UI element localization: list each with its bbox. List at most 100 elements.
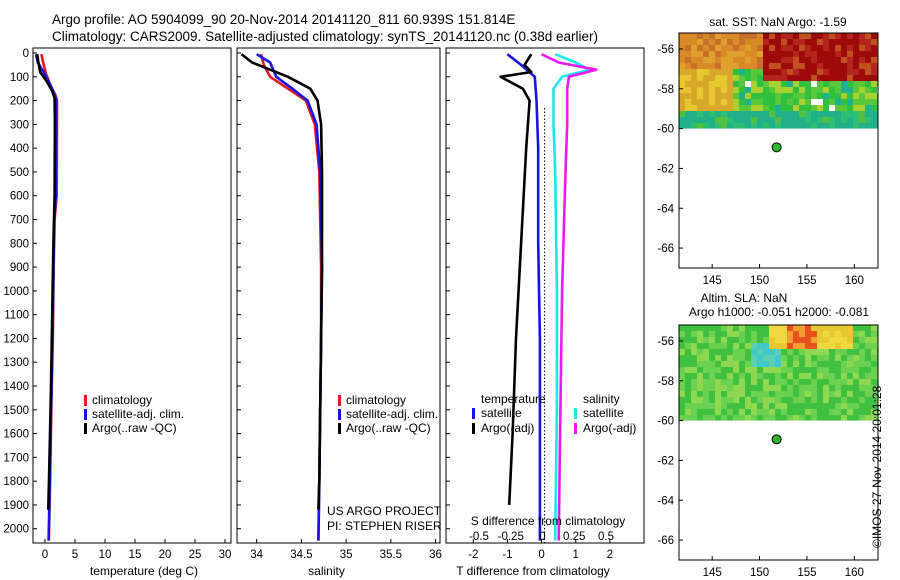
map-cell	[841, 361, 847, 367]
map-cell	[763, 367, 769, 373]
map-cell	[811, 373, 817, 379]
map-cell	[817, 45, 823, 51]
map-cell	[859, 81, 865, 87]
map-cell	[805, 331, 811, 337]
map-cell	[745, 343, 751, 349]
map-cell	[721, 33, 727, 39]
map-cell	[793, 343, 799, 349]
map-cell	[751, 391, 757, 397]
map-cell	[679, 87, 685, 93]
map-cell	[793, 123, 799, 129]
map-cell	[835, 385, 841, 391]
map-cell	[763, 81, 769, 87]
map-cell	[775, 87, 781, 93]
map-cell	[835, 117, 841, 123]
map-cell	[793, 391, 799, 397]
map-cell	[685, 349, 691, 355]
map-cell	[793, 325, 799, 331]
map-cell	[805, 75, 811, 81]
map-cell	[757, 343, 763, 349]
map-cell	[781, 391, 787, 397]
map-cell	[733, 355, 739, 361]
map-cell	[775, 331, 781, 337]
map-cell	[859, 343, 865, 349]
map-cell	[859, 385, 865, 391]
map-field	[679, 33, 878, 129]
map-cell	[679, 355, 685, 361]
map-cell	[793, 93, 799, 99]
map-cell	[709, 379, 715, 385]
map-cell	[769, 117, 775, 123]
map-cell	[799, 385, 805, 391]
map-cell	[805, 105, 811, 111]
depth-tick-label: 1000	[3, 286, 29, 298]
map-cell	[805, 57, 811, 63]
map-cell	[829, 355, 835, 361]
x-axis-label: T difference from climatology	[456, 564, 610, 578]
map-cell	[781, 123, 787, 129]
map-cell	[715, 33, 721, 39]
map-cell	[721, 111, 727, 117]
map-cell	[781, 355, 787, 361]
map-field	[679, 325, 878, 421]
lat-tick-label: -66	[657, 243, 674, 255]
map-cell	[865, 33, 871, 39]
map-cell	[697, 403, 703, 409]
map-cell	[835, 391, 841, 397]
map-cell	[685, 391, 691, 397]
map-cell	[823, 349, 829, 355]
map-cell	[817, 397, 823, 403]
map-cell	[685, 87, 691, 93]
map-cell	[871, 57, 877, 63]
map-cell	[709, 397, 715, 403]
legend-swatch	[338, 395, 341, 406]
map-cell	[691, 63, 697, 69]
map-cell	[817, 123, 823, 129]
map-cell	[703, 343, 709, 349]
map-cell	[757, 123, 763, 129]
map-cell	[727, 361, 733, 367]
map-cell	[793, 111, 799, 117]
map-cell	[709, 99, 715, 105]
map-cell	[733, 325, 739, 331]
map-cell	[769, 355, 775, 361]
map-cell	[805, 403, 811, 409]
lon-tick-label: 150	[750, 567, 769, 579]
map-cell	[841, 325, 847, 331]
legend-swatch	[338, 423, 341, 434]
map-cell	[871, 325, 877, 331]
map-cell	[865, 39, 871, 45]
map-cell	[769, 63, 775, 69]
lon-tick-label: 145	[703, 567, 722, 579]
map-cell	[703, 117, 709, 123]
map-cell	[769, 111, 775, 117]
map-cell	[745, 63, 751, 69]
map-cell	[715, 105, 721, 111]
map-cell	[835, 331, 841, 337]
x-tick-label: 36	[429, 549, 442, 561]
map-cell	[739, 391, 745, 397]
map-cell	[817, 111, 823, 117]
series-line-magenta	[541, 53, 598, 541]
map-cell	[775, 51, 781, 57]
map-cell	[679, 81, 685, 87]
map-cell	[865, 337, 871, 343]
map-cell	[733, 403, 739, 409]
map-cell	[733, 343, 739, 349]
map-cell	[727, 87, 733, 93]
map-cell	[769, 81, 775, 87]
map-cell	[739, 63, 745, 69]
map-cell	[811, 75, 817, 81]
map-cell	[733, 397, 739, 403]
map-cell	[787, 117, 793, 123]
map-cell	[691, 397, 697, 403]
map-cell	[745, 331, 751, 337]
map-cell	[775, 355, 781, 361]
map-cell	[679, 99, 685, 105]
map-cell	[727, 69, 733, 75]
map-cell	[853, 379, 859, 385]
map-cell	[781, 385, 787, 391]
x-axis-label: salinity	[308, 564, 345, 578]
depth-tick-label: 1700	[3, 452, 29, 464]
map-cell	[751, 63, 757, 69]
